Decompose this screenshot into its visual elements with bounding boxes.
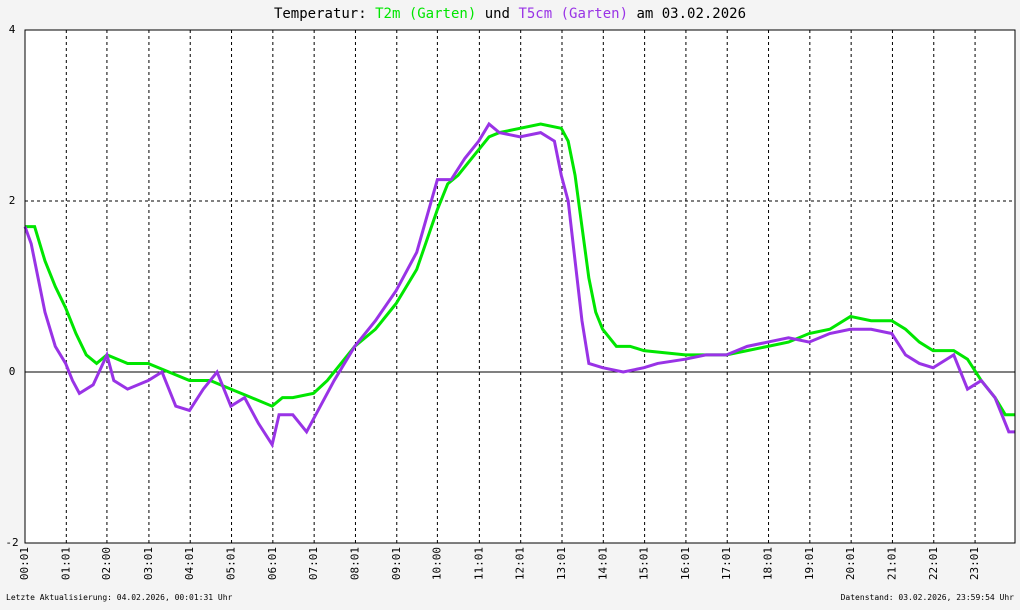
- title-series-name: T2m (Garten): [375, 6, 476, 22]
- data-line: [25, 122, 1015, 417]
- x-tick-label: 16:01: [679, 547, 692, 580]
- x-tick-label: 18:01: [762, 547, 775, 580]
- x-tick-label: 10:00: [430, 547, 443, 580]
- x-tick-label: 23:01: [968, 547, 981, 580]
- x-tick-label: 14:01: [596, 547, 609, 580]
- x-tick-label: 17:01: [720, 547, 733, 580]
- y-tick-label: 2: [9, 194, 16, 207]
- x-tick-label: 06:01: [266, 547, 279, 580]
- x-tick-label: 21:01: [885, 547, 898, 580]
- x-tick-label: 03:01: [142, 547, 155, 580]
- plot-border: [24, 29, 1016, 544]
- x-tick-label: 08:01: [348, 547, 361, 580]
- footer-right: Datenstand: 03.02.2026, 23:59:54 Uhr: [841, 593, 1015, 602]
- y-tick-label: -2: [5, 536, 18, 549]
- x-tick-label: 20:01: [844, 547, 857, 580]
- x-tick-label: 11:01: [472, 547, 485, 580]
- x-tick-label: 05:01: [225, 547, 238, 580]
- x-tick-label: 07:01: [307, 547, 320, 580]
- y-tick-label: 0: [9, 365, 16, 378]
- plot-area: [25, 30, 1015, 543]
- footer-left: Letzte Aktualisierung: 04.02.2026, 00:01…: [6, 593, 233, 602]
- x-tick-label: 01:01: [59, 547, 72, 580]
- title-join: und: [485, 6, 510, 22]
- x-tick-label: 15:01: [638, 547, 651, 580]
- data-line: [23, 121, 1015, 449]
- y-tick-label: 4: [9, 23, 16, 36]
- x-tick-label: 22:01: [927, 547, 940, 580]
- x-tick-label: 09:01: [390, 547, 403, 580]
- x-tick-label: 04:01: [183, 547, 196, 580]
- chart-title: Temperatur: T2m (Garten) und T5cm (Garte…: [274, 6, 746, 22]
- title-suffix: am 03.02.2026: [636, 6, 746, 22]
- x-tick-label: 19:01: [803, 547, 816, 580]
- title-series-name: T5cm (Garten): [518, 6, 628, 22]
- title-prefix: Temperatur:: [274, 6, 367, 22]
- x-tick-label: 02:00: [100, 547, 113, 580]
- x-tick-label: 13:01: [555, 547, 568, 580]
- x-tick-label: 12:01: [514, 547, 527, 580]
- x-tick-label: 00:01: [18, 547, 31, 580]
